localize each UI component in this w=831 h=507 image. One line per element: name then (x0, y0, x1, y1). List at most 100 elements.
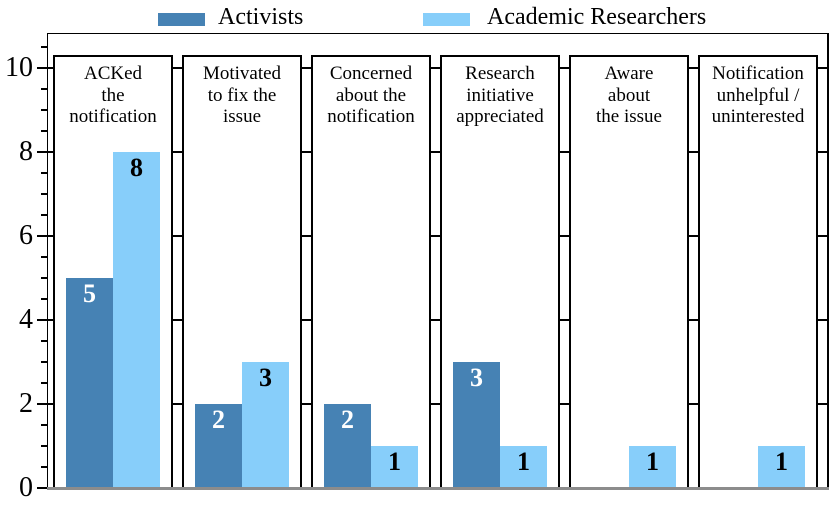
y-minor-tick (41, 109, 47, 111)
gap-tick (818, 151, 827, 153)
gap-tick (689, 151, 698, 153)
gap-tick (47, 403, 53, 405)
bar-value-label: 1 (646, 447, 659, 476)
y-minor-tick (41, 256, 47, 258)
legend-label-activists: Activists (218, 4, 304, 30)
panel-title: Motivated to fix the issue (202, 63, 282, 127)
bar-value-label: 5 (83, 279, 96, 308)
gap-tick (431, 403, 440, 405)
gap-tick (47, 319, 53, 321)
y-minor-tick (41, 298, 47, 300)
y-minor-tick (41, 424, 47, 426)
bar-activists: 2 (195, 404, 242, 487)
legend-swatch-academic-researchers (423, 13, 470, 26)
legend-label-academic-researchers: Academic Researchers (487, 4, 707, 30)
bar-value-label: 8 (130, 153, 143, 182)
panel-title: Concerned about the notification (327, 63, 415, 127)
category-panel: Research initiative appreciated (440, 55, 560, 487)
y-major-tick (37, 67, 47, 69)
panel-title: ACKed the notification (69, 63, 157, 127)
gap-tick (560, 67, 569, 69)
gap-tick (47, 235, 53, 237)
bar-academic-researchers: 1 (629, 446, 676, 487)
category-panel: Aware about the issue (569, 55, 689, 487)
panel-title: Research initiative appreciated (456, 63, 544, 127)
gap-tick (689, 319, 698, 321)
x-axis-line (47, 487, 829, 490)
y-major-tick (37, 487, 47, 489)
gap-tick (47, 151, 53, 153)
gap-tick (431, 319, 440, 321)
category-panel: Concerned about the notification (311, 55, 431, 487)
gap-tick (560, 151, 569, 153)
y-tick-label: 6 (19, 220, 33, 251)
y-major-tick (37, 319, 47, 321)
y-minor-tick (41, 130, 47, 132)
bar-academic-researchers: 1 (500, 446, 547, 487)
gap-tick (818, 67, 827, 69)
y-tick-label: 10 (5, 52, 33, 83)
bar-value-label: 3 (259, 363, 272, 392)
gap-tick (818, 403, 827, 405)
bar-academic-researchers: 1 (371, 446, 418, 487)
y-minor-tick (41, 172, 47, 174)
y-minor-tick (41, 46, 47, 48)
gap-tick (302, 319, 311, 321)
gap-tick (431, 235, 440, 237)
y-minor-tick (41, 466, 47, 468)
y-tick-label: 4 (19, 304, 33, 335)
y-tick-label: 0 (19, 472, 33, 503)
gap-tick (173, 319, 182, 321)
axis-top-spine (47, 33, 829, 35)
gap-tick (173, 403, 182, 405)
category-panel: ACKed the notification (53, 55, 173, 487)
bar-value-label: 1 (517, 447, 530, 476)
bar-academic-researchers: 8 (113, 152, 160, 487)
gap-tick (173, 67, 182, 69)
y-minor-tick (41, 214, 47, 216)
bar-academic-researchers: 3 (242, 362, 289, 487)
gap-tick (302, 151, 311, 153)
gap-tick (689, 403, 698, 405)
gap-tick (560, 319, 569, 321)
y-minor-tick (41, 277, 47, 279)
bar-value-label: 1 (388, 447, 401, 476)
panel-title: Aware about the issue (596, 63, 662, 127)
y-minor-tick (41, 88, 47, 90)
y-tick-label: 2 (19, 388, 33, 419)
gap-tick (47, 67, 53, 69)
category-panel: Notification unhelpful / uninterested (698, 55, 818, 487)
gap-tick (560, 403, 569, 405)
y-major-tick (37, 403, 47, 405)
y-minor-tick (41, 382, 47, 384)
y-minor-tick (41, 340, 47, 342)
y-minor-tick (41, 361, 47, 363)
gap-tick (302, 235, 311, 237)
gap-tick (431, 151, 440, 153)
gap-tick (560, 235, 569, 237)
bar-academic-researchers: 1 (758, 446, 805, 487)
bar-activists: 3 (453, 362, 500, 487)
y-minor-tick (41, 193, 47, 195)
y-major-tick (37, 235, 47, 237)
legend-swatch-activists (158, 13, 205, 26)
gap-tick (173, 235, 182, 237)
y-major-tick (37, 151, 47, 153)
gap-tick (689, 67, 698, 69)
y-minor-tick (41, 445, 47, 447)
gap-tick (302, 403, 311, 405)
gap-tick (818, 319, 827, 321)
bar-value-label: 3 (470, 363, 483, 392)
gap-tick (431, 67, 440, 69)
bar-value-label: 2 (341, 405, 354, 434)
bar-value-label: 2 (212, 405, 225, 434)
bar-value-label: 1 (775, 447, 788, 476)
gap-tick (302, 67, 311, 69)
category-panel: Motivated to fix the issue (182, 55, 302, 487)
panel-title: Notification unhelpful / uninterested (711, 63, 805, 127)
bar-activists: 5 (66, 278, 113, 487)
gap-tick (818, 235, 827, 237)
gap-tick (173, 151, 182, 153)
y-tick-label: 8 (19, 136, 33, 167)
